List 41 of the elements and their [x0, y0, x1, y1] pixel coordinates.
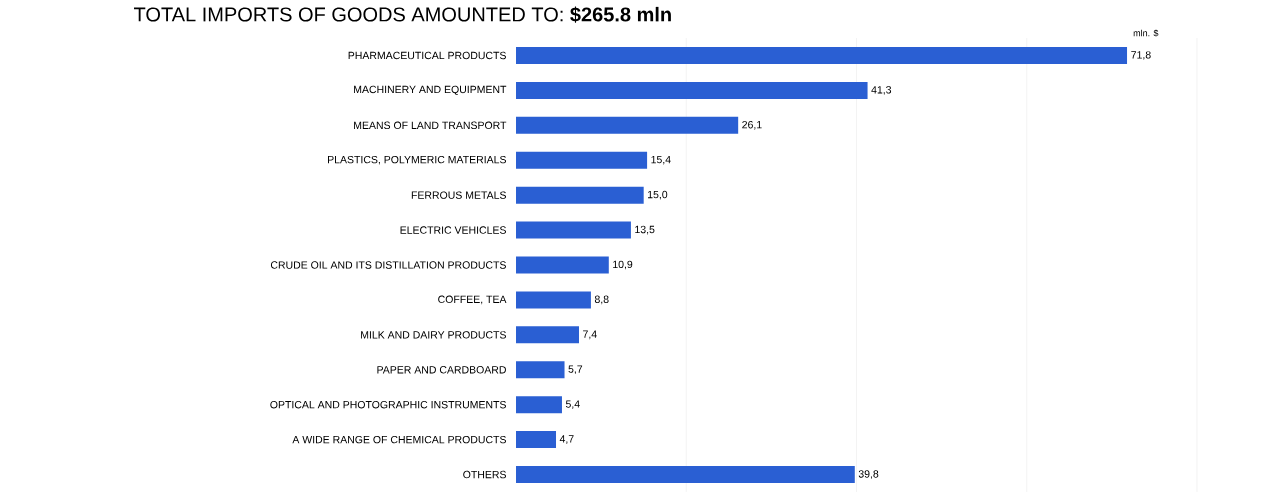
bar — [516, 361, 565, 379]
data-label: 39,8 — [858, 470, 879, 479]
data-label: 71,8 — [1131, 51, 1151, 60]
y-tick-label: PHARMACEUTICAL PRODUCTS — [348, 51, 506, 60]
data-label: 8,8 — [594, 295, 609, 305]
y-tick-label: MACHINERY AND EQUIPMENT — [354, 85, 507, 96]
y-tick-label: A WIDE RANGE OF CHEMICAL PRODUCTS — [292, 435, 506, 444]
chart-title: TOTAL IMPORTS OF GOODS AMOUNTED TO: $265.8 mln — [134, 6, 671, 23]
bar — [516, 291, 591, 309]
bar — [516, 326, 579, 344]
y-tick-label: FERROUS METALS — [411, 191, 506, 199]
data-label: 41,3 — [871, 86, 892, 95]
bar — [516, 221, 631, 239]
y-tick-label: MILK AND DAIRY PRODUCTS — [361, 331, 506, 339]
bar — [516, 46, 1128, 64]
bar — [516, 466, 855, 484]
y-tick-label: PAPER AND CARDBOARD — [377, 366, 506, 374]
data-label: 15,0 — [648, 190, 668, 200]
data-label: 26,1 — [742, 120, 762, 130]
y-tick-label: COFFEE, TEA — [438, 295, 507, 305]
data-label: 5,7 — [568, 365, 583, 375]
y-tick-label: OTHERS — [463, 470, 506, 479]
data-label: 13,5 — [635, 225, 655, 235]
y-tick-label: ELECTRIC VEHICLES — [400, 226, 506, 234]
bar — [516, 256, 609, 274]
bar — [516, 396, 562, 414]
bar — [516, 81, 868, 99]
y-tick-label: CRUDE OIL AND ITS DISTILLATION PRODUCTS — [270, 261, 506, 269]
data-label: 15,4 — [651, 155, 671, 165]
bar — [516, 116, 739, 134]
data-label: 10,9 — [613, 260, 633, 270]
bar — [516, 431, 557, 449]
y-tick-label: PLASTICS, POLYMERIC MATERIALS — [328, 155, 506, 165]
data-label: 5,4 — [565, 400, 580, 409]
data-label: 4,7 — [559, 435, 574, 444]
bar — [516, 151, 648, 169]
y-tick-label: OPTICAL AND PHOTOGRAPHIC INSTRUMENTS — [270, 400, 506, 409]
data-label: 7,4 — [583, 330, 597, 340]
y-tick-label: MEANS OF LAND TRANSPORT — [354, 121, 507, 130]
text: mln. $ — [1133, 29, 1159, 37]
bar — [516, 186, 644, 204]
